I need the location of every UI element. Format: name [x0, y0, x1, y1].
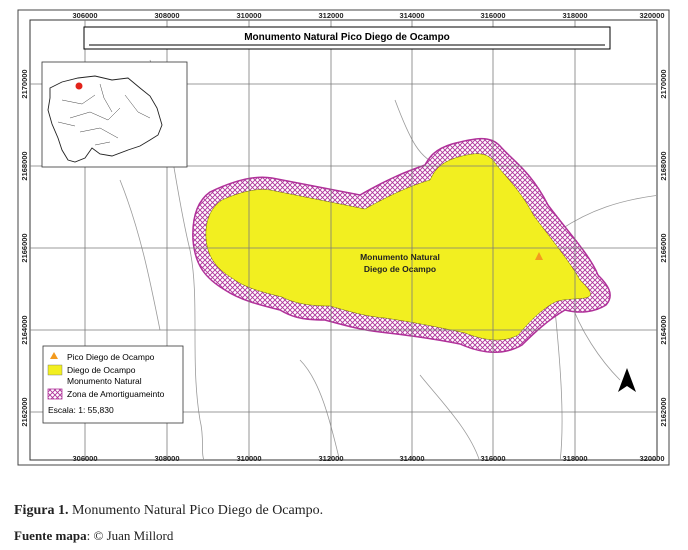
x-tick-top-1: 306000 — [72, 11, 97, 20]
legend-monument-swatch — [47, 364, 63, 376]
x-tick-bottom-4: 312000 — [318, 454, 343, 463]
y-tick-right-5: 2162000 — [659, 397, 668, 426]
y-tick-right-3: 2166000 — [659, 233, 668, 262]
legend-scale: Escala: 1: 55,830 — [48, 405, 114, 415]
peak-marker-icon — [535, 252, 543, 260]
y-tick-left-3: 2166000 — [20, 233, 29, 262]
x-tick-bottom-2: 308000 — [154, 454, 179, 463]
legend-item-buffer: Zona de Amortiguameinto — [67, 389, 165, 399]
source-caption-text: : © Juan Millord — [86, 528, 174, 543]
x-tick-top-4: 312000 — [318, 11, 343, 20]
legend-buffer-swatch — [47, 388, 63, 400]
y-tick-left-5: 2162000 — [20, 397, 29, 426]
area-label-line2: Diego de Ocampo — [364, 264, 436, 274]
monument-area — [205, 153, 591, 341]
y-tick-left-2: 2168000 — [20, 151, 29, 180]
x-tick-top-3: 310000 — [236, 11, 261, 20]
y-tick-left-1: 2170000 — [20, 69, 29, 98]
legend-item-monument-line1: Diego de Ocampo — [67, 365, 136, 375]
figure-caption-text: Monumento Natural Pico Diego de Ocampo. — [68, 503, 324, 518]
map-figure: Monumento Natural Diego de Ocampo Monume… — [17, 9, 670, 466]
legend-item-monument-line2: Monumento Natural — [67, 376, 142, 386]
x-tick-top-8: 320000 — [639, 11, 664, 20]
y-tick-right-1: 2170000 — [659, 69, 668, 98]
x-tick-bottom-6: 316000 — [480, 454, 505, 463]
x-tick-bottom-5: 314000 — [399, 454, 424, 463]
source-caption-label: Fuente mapa — [14, 528, 87, 543]
legend-peak-icon — [50, 352, 58, 359]
x-tick-top-6: 316000 — [480, 11, 505, 20]
source-caption: Fuente mapa: © Juan Millord — [14, 528, 173, 544]
area-label-line1: Monumento Natural — [360, 252, 440, 262]
inset-locator-map — [41, 61, 188, 168]
y-tick-right-2: 2168000 — [659, 151, 668, 180]
x-tick-bottom-3: 310000 — [236, 454, 261, 463]
legend-item-peak: Pico Diego de Ocampo — [67, 352, 155, 362]
title-box — [83, 26, 611, 50]
inset-location-marker-icon — [75, 82, 83, 90]
x-tick-bottom-7: 318000 — [562, 454, 587, 463]
x-tick-top-2: 308000 — [154, 11, 179, 20]
x-tick-bottom-1: 306000 — [72, 454, 97, 463]
figure-caption: Figura 1. Monumento Natural Pico Diego d… — [14, 503, 323, 519]
x-tick-bottom-8: 320000 — [639, 454, 664, 463]
figure-caption-label: Figura 1. — [14, 503, 69, 518]
y-tick-left-4: 2164000 — [20, 315, 29, 344]
legend: Pico Diego de Ocampo Diego de Ocampo Mon… — [42, 345, 184, 424]
map-title: Monumento Natural Pico Diego de Ocampo — [244, 32, 450, 43]
y-tick-right-4: 2164000 — [659, 315, 668, 344]
north-arrow-icon — [618, 368, 636, 392]
x-tick-top-7: 318000 — [562, 11, 587, 20]
x-tick-top-5: 314000 — [399, 11, 424, 20]
